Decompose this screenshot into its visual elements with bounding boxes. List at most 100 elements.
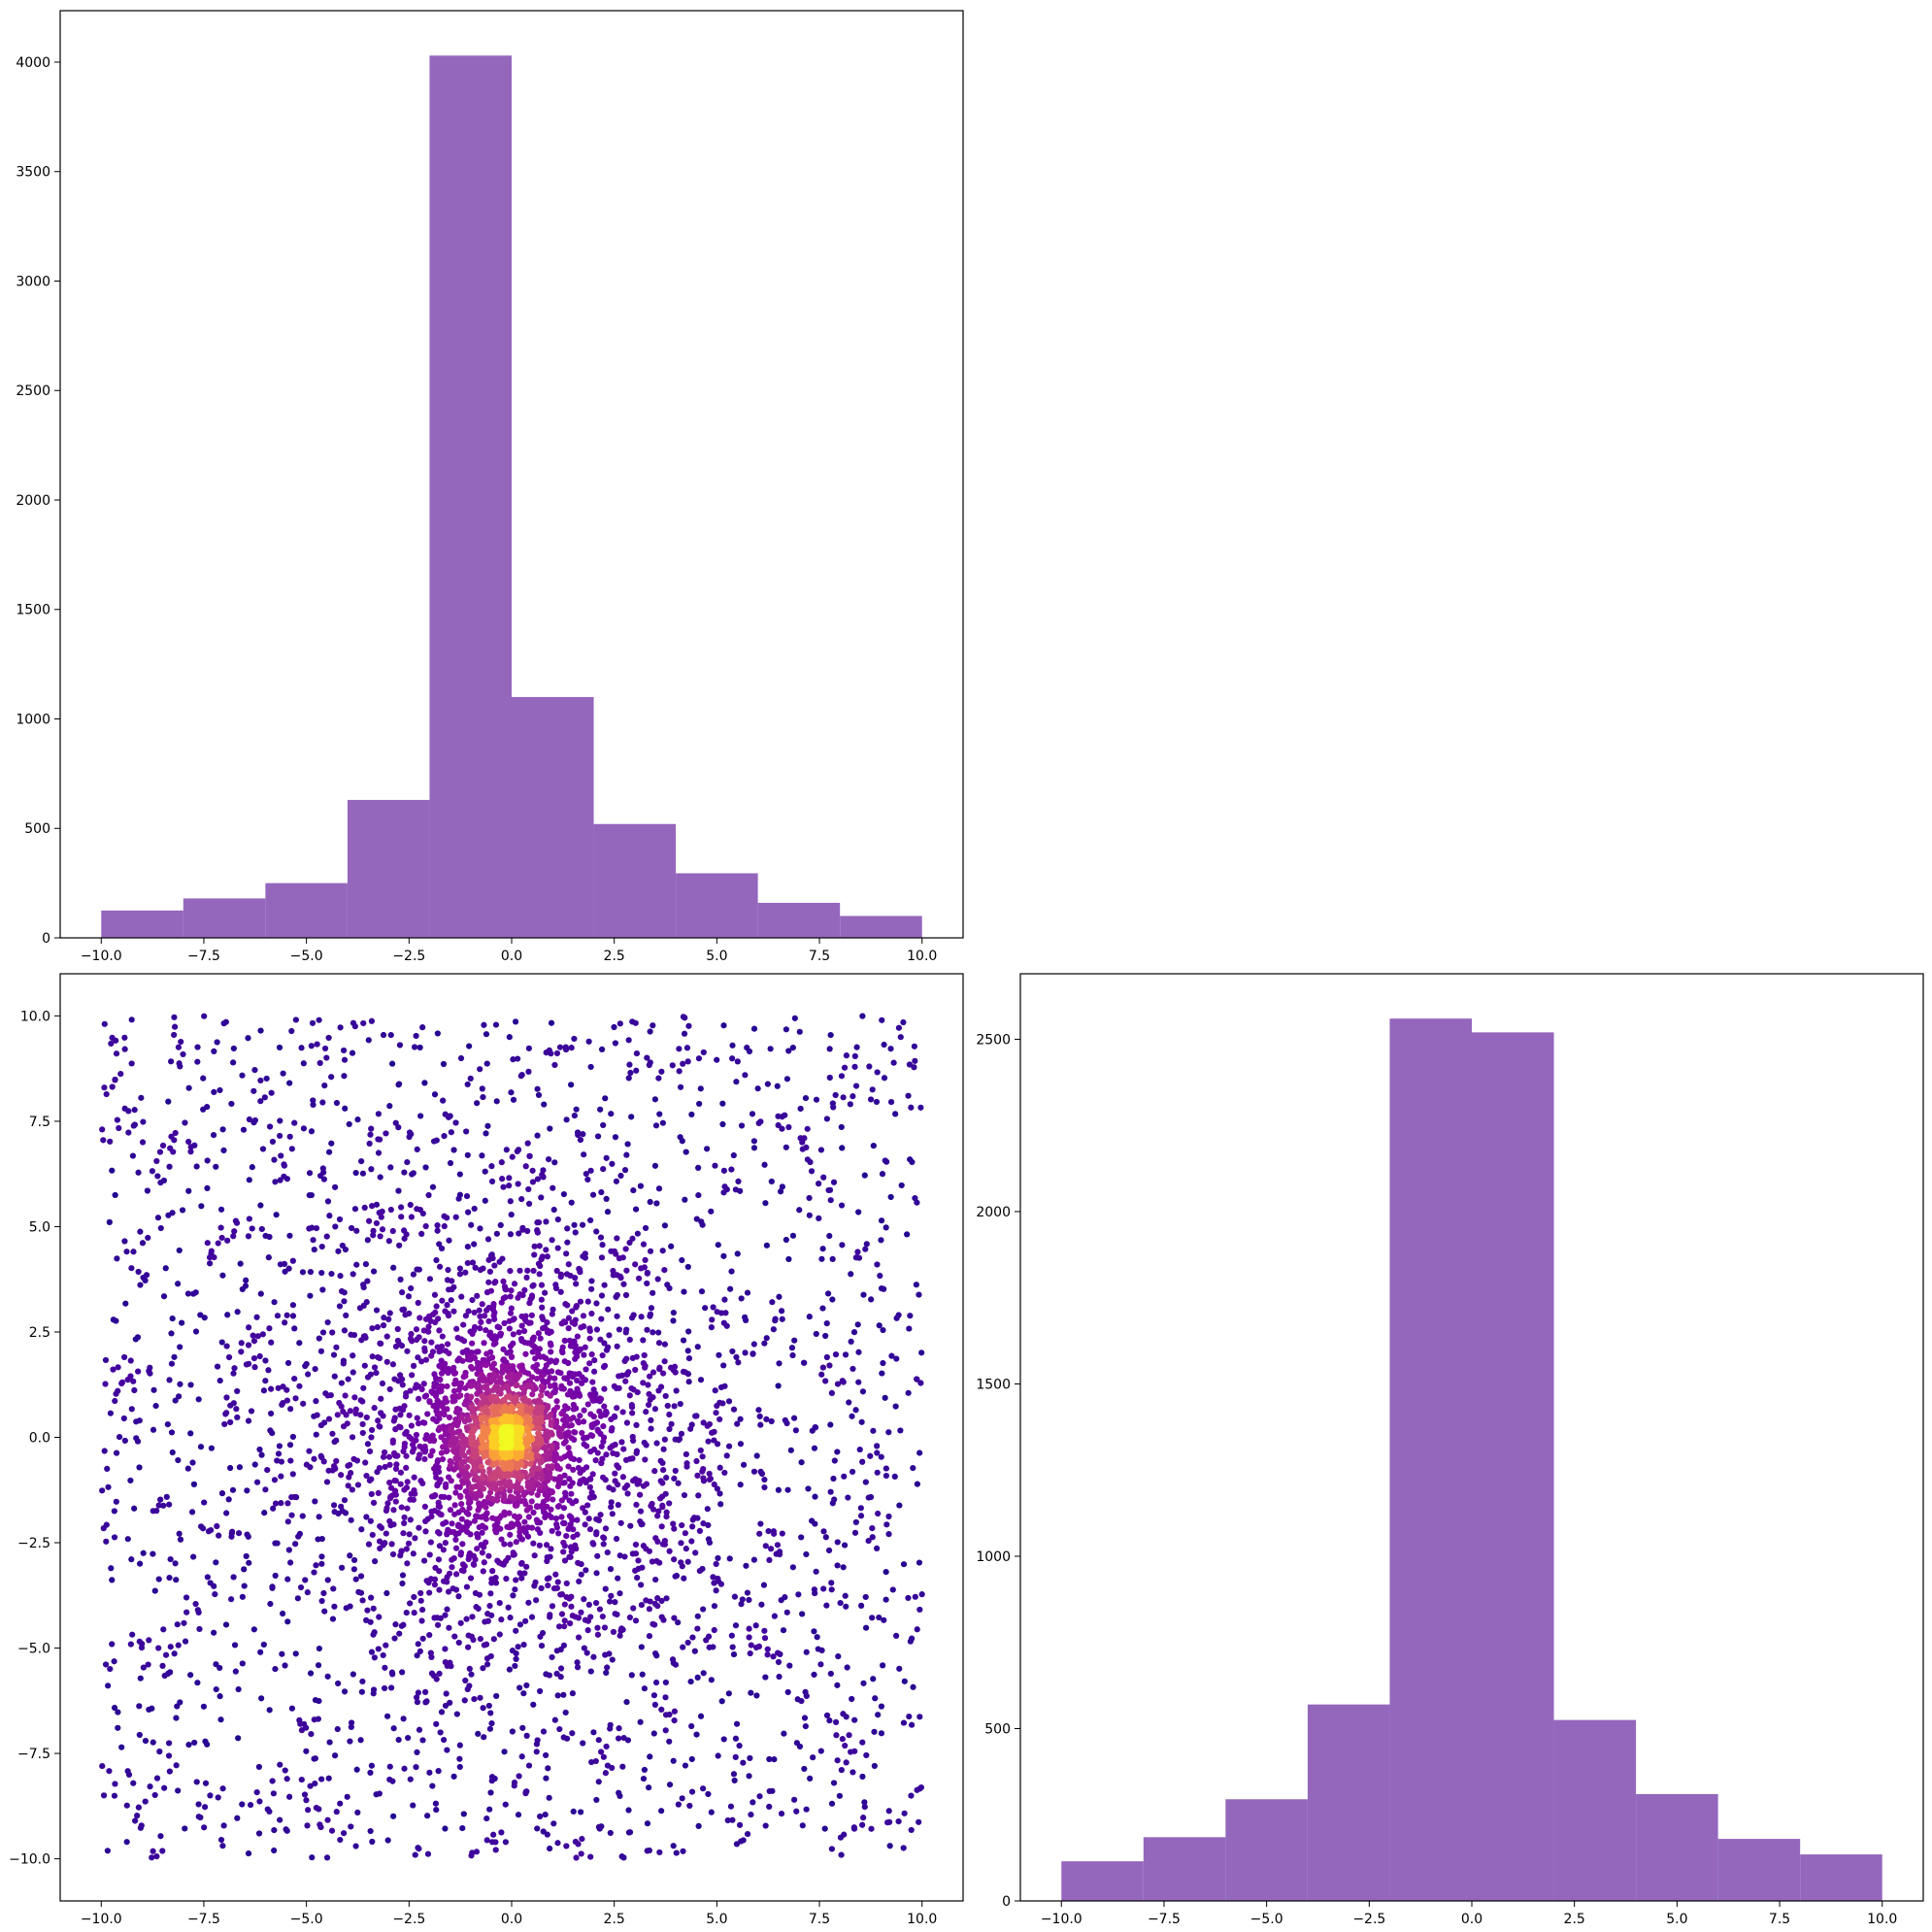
scatter-point	[900, 1845, 907, 1851]
scatter-point	[432, 1800, 439, 1807]
scatter-point	[443, 1690, 450, 1697]
scatter-point	[200, 1703, 208, 1710]
scatter-point	[581, 1351, 587, 1358]
scatter-point	[533, 1597, 540, 1604]
scatter-point	[874, 1261, 881, 1268]
scatter-point	[268, 1339, 275, 1346]
scatter-point	[507, 1267, 514, 1275]
scatter-point	[183, 1594, 190, 1601]
scatter-point	[530, 1540, 537, 1547]
scatter-point	[331, 1439, 338, 1446]
scatter-point	[736, 1821, 744, 1828]
scatter-point	[123, 1802, 130, 1809]
scatter-point	[661, 1541, 669, 1548]
scatter-point	[225, 1353, 233, 1361]
scatter-point	[352, 1169, 359, 1177]
scatter-point	[670, 1520, 677, 1527]
scatter-point	[127, 1641, 134, 1648]
scatter-point	[549, 1463, 555, 1470]
scatter-point	[474, 1390, 481, 1397]
scatter-point	[487, 1287, 495, 1294]
scatter-point	[306, 1192, 313, 1199]
scatter-point	[715, 1242, 721, 1249]
scatter-point	[806, 1314, 813, 1320]
scatter-point	[469, 1365, 476, 1372]
scatter-point	[849, 1093, 856, 1100]
scatter-point	[383, 1530, 389, 1537]
scatter-point	[344, 1420, 350, 1427]
scatter-point	[462, 1269, 469, 1276]
scatter-point	[826, 1717, 833, 1724]
scatter-point	[288, 1494, 295, 1501]
scatter-point	[308, 1128, 316, 1135]
scatter-point	[471, 1517, 478, 1524]
scatter-point	[239, 1801, 246, 1808]
scatter-point	[352, 1843, 359, 1849]
scatter-point	[720, 1022, 727, 1029]
scatter-point	[587, 1063, 594, 1071]
scatter-point	[487, 1590, 494, 1597]
scatter-point	[342, 1392, 349, 1399]
scatter-point	[340, 1830, 348, 1837]
scatter-point	[820, 1174, 827, 1181]
scatter-point	[758, 1470, 766, 1478]
scatter-point	[507, 1531, 514, 1538]
scatter-point	[377, 1523, 383, 1530]
scatter-point	[197, 1312, 204, 1318]
scatter-point	[418, 1617, 425, 1624]
scatter-point	[397, 1412, 404, 1418]
scatter-point	[763, 1242, 770, 1249]
scatter-point	[134, 1438, 142, 1445]
scatter-point	[426, 1769, 433, 1776]
scatter-point	[668, 1420, 675, 1427]
scatter-point	[878, 1217, 885, 1224]
scatter-point	[647, 1753, 653, 1760]
scatter-point	[321, 1083, 328, 1089]
scatter-point	[620, 1734, 627, 1742]
scatter-point	[416, 1726, 423, 1733]
scatter-point	[856, 1446, 863, 1453]
scatter-point	[450, 1398, 456, 1405]
scatter-point	[580, 1435, 587, 1442]
scatter-point	[601, 1385, 608, 1392]
scatter-point	[432, 1491, 439, 1499]
scatter-point	[546, 1449, 553, 1457]
scatter-point	[398, 1342, 406, 1349]
scatter-point	[422, 1164, 429, 1171]
scatter-point	[555, 1502, 562, 1510]
scatter-point	[505, 1409, 512, 1416]
scatter-point	[101, 1448, 108, 1454]
scatter-point	[436, 1327, 443, 1334]
scatter-point	[678, 1559, 684, 1566]
scatter-point	[234, 1309, 241, 1316]
scatter-point	[396, 1405, 403, 1412]
scatter-point	[328, 1140, 335, 1147]
scatter-point	[729, 1348, 736, 1355]
scatter-point	[585, 1038, 592, 1045]
scatter-point	[531, 1251, 538, 1258]
scatter-point	[166, 1163, 173, 1170]
scatter-point	[294, 1595, 301, 1602]
scatter-point	[125, 1129, 132, 1136]
scatter-point	[715, 1575, 721, 1582]
scatter-point	[425, 1191, 432, 1199]
scatter-point	[227, 1402, 234, 1409]
scatter-point	[305, 1371, 312, 1378]
scatter-point	[324, 1198, 332, 1205]
scatter-point	[399, 1580, 406, 1587]
scatter-point	[728, 1632, 735, 1639]
scatter-point	[113, 1037, 119, 1044]
x-tick-label: −2.5	[392, 949, 425, 964]
scatter-point	[534, 1526, 542, 1533]
scatter-point	[595, 1779, 602, 1785]
scatter-point	[597, 1336, 604, 1343]
scatter-point	[638, 1644, 645, 1650]
scatter-point	[489, 1568, 496, 1575]
histogram-bar	[347, 799, 430, 938]
scatter-point	[459, 1506, 466, 1514]
scatter-point	[128, 1265, 135, 1272]
y-tick-label: 0	[42, 931, 50, 947]
scatter-point	[371, 1629, 378, 1636]
scatter-point	[388, 1541, 395, 1548]
scatter-point	[271, 1299, 278, 1306]
